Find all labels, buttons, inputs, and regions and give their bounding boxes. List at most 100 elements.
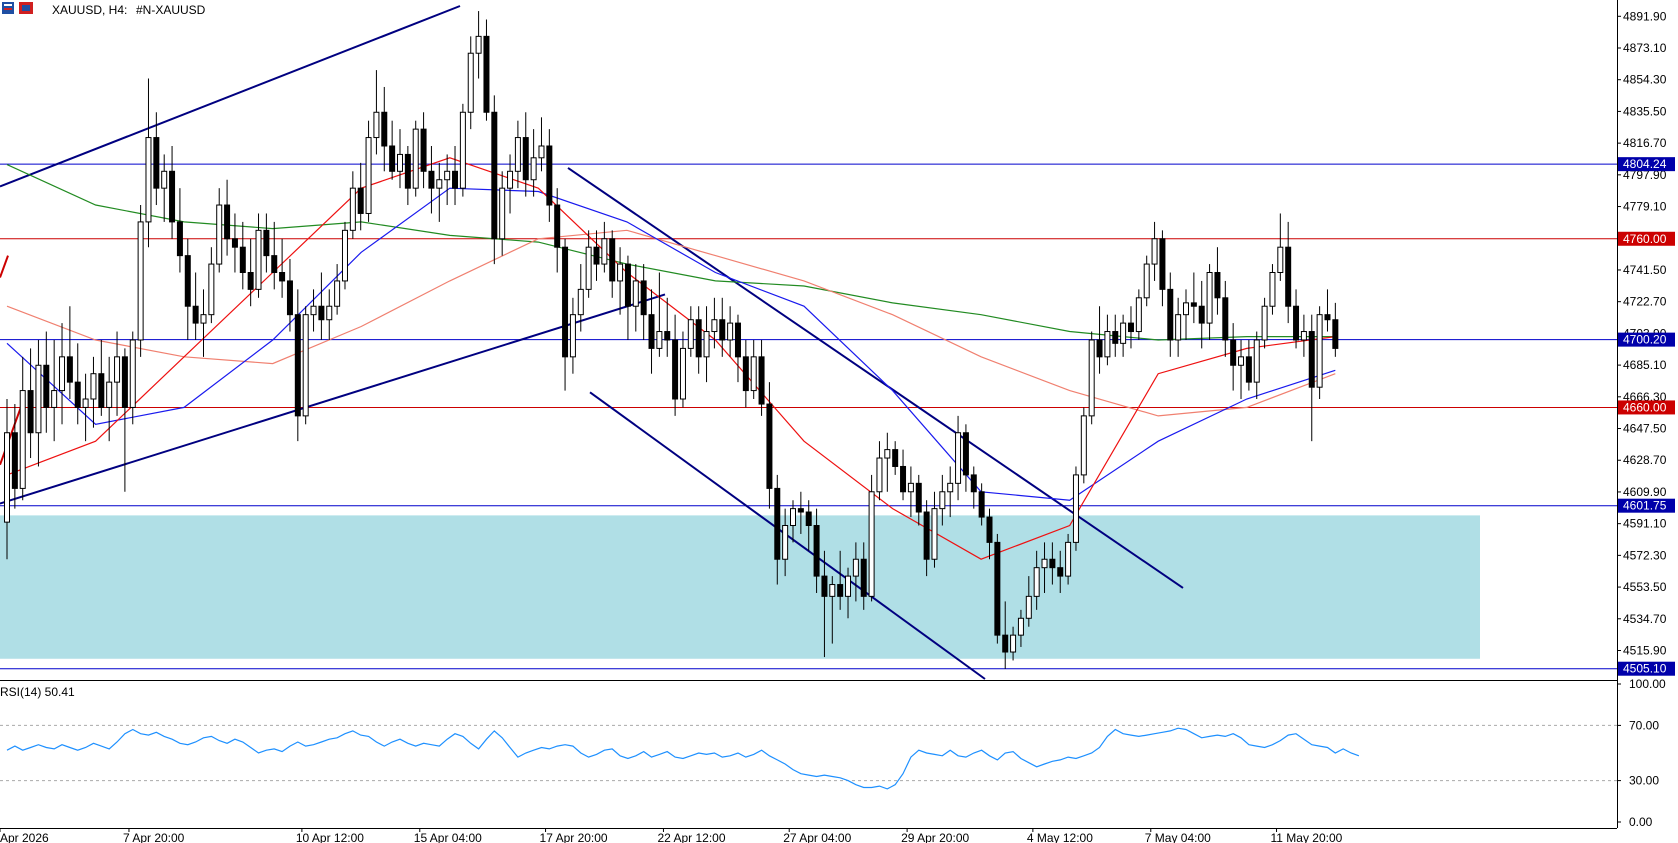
level-tag-label: 4601.75 (1623, 499, 1667, 513)
candle (436, 162, 443, 222)
trendline-1[interactable] (0, 293, 666, 505)
candle (907, 466, 914, 518)
candle (577, 264, 584, 332)
symbol-label: XAUUSD, H4: (52, 3, 127, 17)
candle-body-up (868, 491, 875, 597)
candle-body-down (522, 137, 529, 181)
moving-average-blue (6, 187, 1336, 501)
candle (491, 95, 498, 265)
symbol-flag-icon (19, 2, 33, 14)
candle (852, 542, 859, 602)
candle-body-down (734, 322, 741, 358)
candle-body-down (176, 221, 183, 257)
candle (74, 343, 81, 425)
rsi-tick-label: 70.00 (1629, 718, 1659, 732)
candle-body-down (813, 525, 820, 577)
candle-body-down (318, 305, 325, 321)
candle (758, 339, 765, 416)
trendline-2[interactable] (567, 167, 1184, 589)
candle (1025, 576, 1032, 627)
candle (279, 238, 286, 298)
candle-body-up (1143, 263, 1150, 299)
level-tag (1618, 157, 1675, 172)
candle (98, 339, 105, 416)
candle (522, 112, 529, 197)
candle-body-up (200, 314, 207, 324)
candle (1222, 280, 1229, 357)
candle-body-up (467, 52, 474, 113)
candle (1017, 609, 1024, 647)
rsi-line (6, 727, 1360, 790)
price-tick-label: 4835.50 (1623, 104, 1667, 118)
candle (797, 491, 804, 534)
candle-body-down (357, 187, 364, 214)
trendline-0[interactable] (0, 5, 461, 188)
candle (59, 323, 66, 425)
candle (349, 171, 356, 239)
candle-body-down (1002, 634, 1009, 653)
candle (114, 331, 121, 416)
level-tag (1618, 661, 1675, 676)
candle (19, 356, 26, 501)
candle (121, 348, 128, 492)
candle-body-down (428, 170, 435, 189)
candle-body-up (790, 508, 796, 527)
candle-body-down (184, 255, 191, 307)
candle-body-up (1238, 356, 1245, 366)
candle (703, 306, 710, 383)
price-tick-label: 4797.90 (1623, 168, 1667, 182)
candle (1253, 331, 1260, 400)
candle (790, 500, 796, 543)
candle-body-down (491, 111, 498, 240)
trendline-red-edge[interactable] (0, 255, 9, 278)
trendline-red-short[interactable] (0, 403, 23, 466)
chart-window-icon[interactable] (2, 2, 14, 14)
candle-body-up (1316, 314, 1323, 388)
time-tick-label: 10 Apr 12:00 (296, 831, 364, 843)
candle (585, 230, 592, 298)
time-tick-label: 7 Apr 20:00 (123, 831, 185, 843)
candle-body-down (192, 305, 199, 324)
time-tick-label: 22 Apr 12:00 (657, 831, 725, 843)
candle (27, 348, 34, 459)
time-tick-label: 7 May 04:00 (1145, 831, 1211, 843)
candle (239, 221, 246, 290)
candle (955, 415, 962, 501)
candle (1308, 314, 1315, 442)
candle-body-up (4, 432, 10, 523)
candle (499, 171, 506, 256)
time-tick-label: 11 May 20:00 (1271, 831, 1343, 843)
candle-body-up (1010, 634, 1017, 653)
moving-average-salmon (6, 229, 1336, 417)
candle-body-down (279, 272, 286, 282)
level-tag (1618, 400, 1675, 415)
candle-body-up (632, 280, 639, 307)
demand-zone (0, 515, 1480, 659)
candle-body-down (43, 364, 50, 408)
candle (1088, 331, 1095, 425)
candle-body-up (397, 153, 403, 172)
candle (947, 466, 954, 518)
candle-body-down (923, 511, 930, 560)
candle (247, 238, 254, 307)
candle-body-down (231, 238, 238, 248)
candle (1080, 407, 1087, 484)
candle (412, 120, 419, 197)
candle (1033, 550, 1040, 610)
candle-body-up (349, 187, 356, 231)
candle-body-up (907, 482, 914, 493)
candle (679, 331, 686, 408)
candle-body-down (742, 356, 749, 392)
candle-body-up (1088, 339, 1095, 417)
candle (483, 19, 490, 121)
candle (255, 213, 262, 298)
candle-body-down (1285, 246, 1292, 307)
candle (514, 120, 521, 189)
candle-body-up (577, 288, 584, 316)
candle-body-up (51, 390, 58, 408)
candle (428, 145, 435, 214)
candle (389, 120, 396, 180)
price-tick-label: 4515.90 (1623, 643, 1667, 657)
candle-body-up (931, 508, 938, 560)
candle (695, 306, 702, 374)
